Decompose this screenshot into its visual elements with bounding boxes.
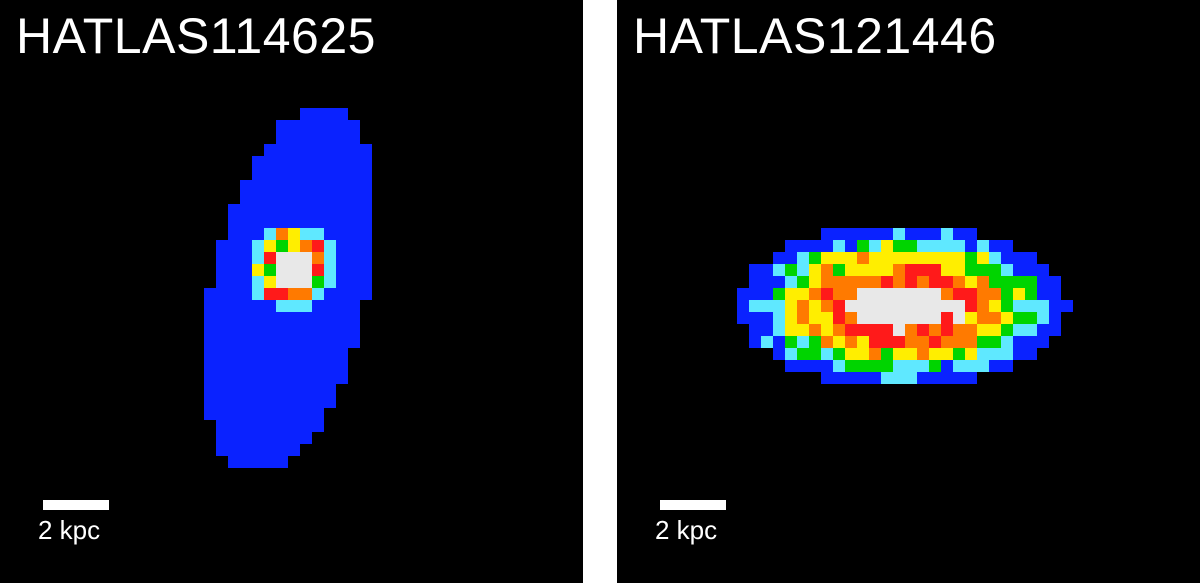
scale-bar-label: 2 kpc [38,515,101,545]
scale-bar [660,500,726,510]
galaxy-pixel-map [204,108,372,468]
panel-title: HATLAS121446 [633,8,997,64]
galaxy-panel-hatlas114625: HATLAS114625 2 kpc [0,0,583,583]
galaxy-panel-hatlas121446: HATLAS121446 2 kpc [617,0,1200,583]
scale-bar-label: 2 kpc [655,515,718,545]
scale-bar [43,500,109,510]
galaxy-pixel-map [737,228,1073,384]
panel-title: HATLAS114625 [16,8,376,64]
